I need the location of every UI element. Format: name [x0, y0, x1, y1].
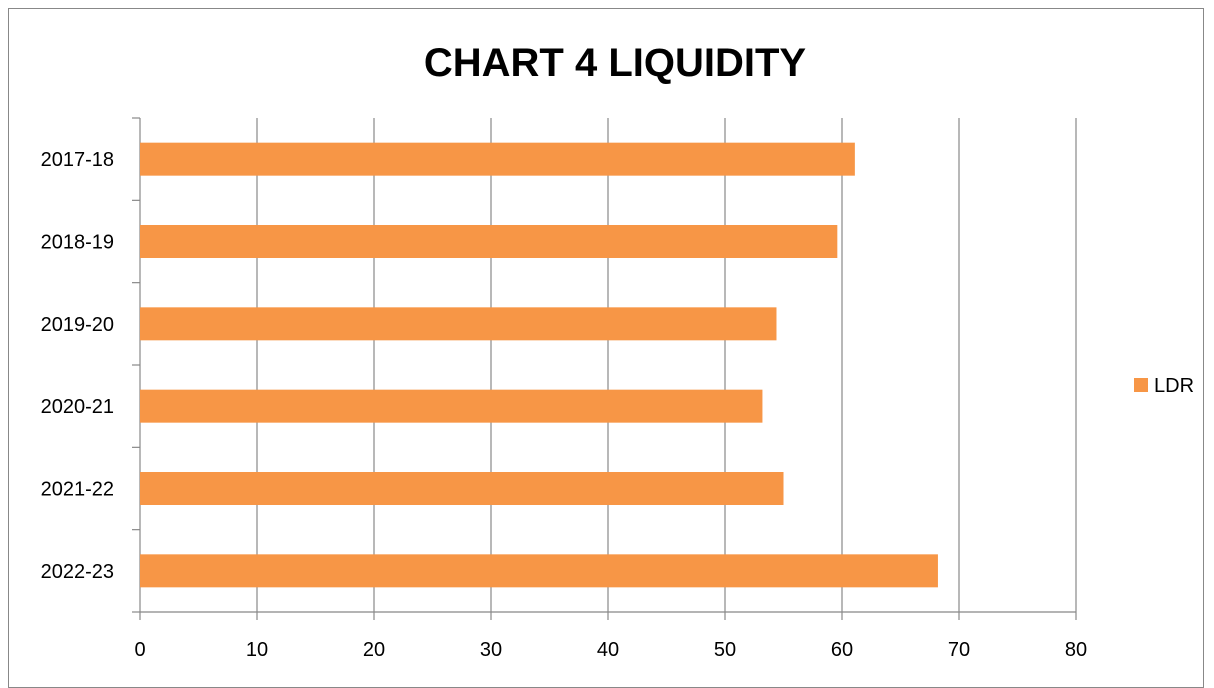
y-tick-label-2019-20: 2019-20: [41, 314, 114, 336]
x-tick-label-10: 10: [246, 639, 268, 661]
x-tick-label-70: 70: [948, 639, 970, 661]
y-tick-label-2021-22: 2021-22: [41, 479, 114, 501]
legend: LDR: [1134, 375, 1194, 397]
bar-2022-23: [140, 554, 938, 588]
y-tick-labels: 2017-18 2018-19 2019-20 2020-21 2021-22 2022-…: [41, 149, 114, 583]
y-tick-label-2018-19: 2018-19: [41, 232, 114, 254]
x-tick-label-40: 40: [597, 639, 619, 661]
legend-swatch-ldr: [1134, 378, 1148, 392]
y-tick-label-2020-21: 2020-21: [41, 396, 114, 418]
bar-2021-22: [140, 472, 784, 505]
legend-label-ldr: LDR: [1154, 375, 1194, 397]
x-tick-label-0: 0: [134, 639, 145, 661]
bar-2020-21: [140, 389, 763, 423]
bars: [140, 142, 938, 588]
x-tick-labels: 0 10 20 30 40 50 60 70 80: [134, 639, 1087, 661]
x-tick-label-30: 30: [480, 639, 502, 661]
axes: [132, 117, 1077, 620]
x-tick-label-50: 50: [714, 639, 736, 661]
y-tick-label-2017-18: 2017-18: [41, 149, 114, 171]
y-tick-label-2022-23: 2022-23: [41, 561, 114, 583]
x-tick-label-20: 20: [363, 639, 385, 661]
x-tick-label-60: 60: [831, 639, 853, 661]
gridlines: [256, 118, 1077, 612]
chart-title: CHART 4 LIQUIDITY: [424, 41, 807, 85]
bar-2017-18: [140, 142, 855, 176]
bar-2018-19: [140, 225, 838, 258]
bar-2019-20: [140, 307, 777, 341]
x-tick-label-80: 80: [1065, 639, 1087, 661]
